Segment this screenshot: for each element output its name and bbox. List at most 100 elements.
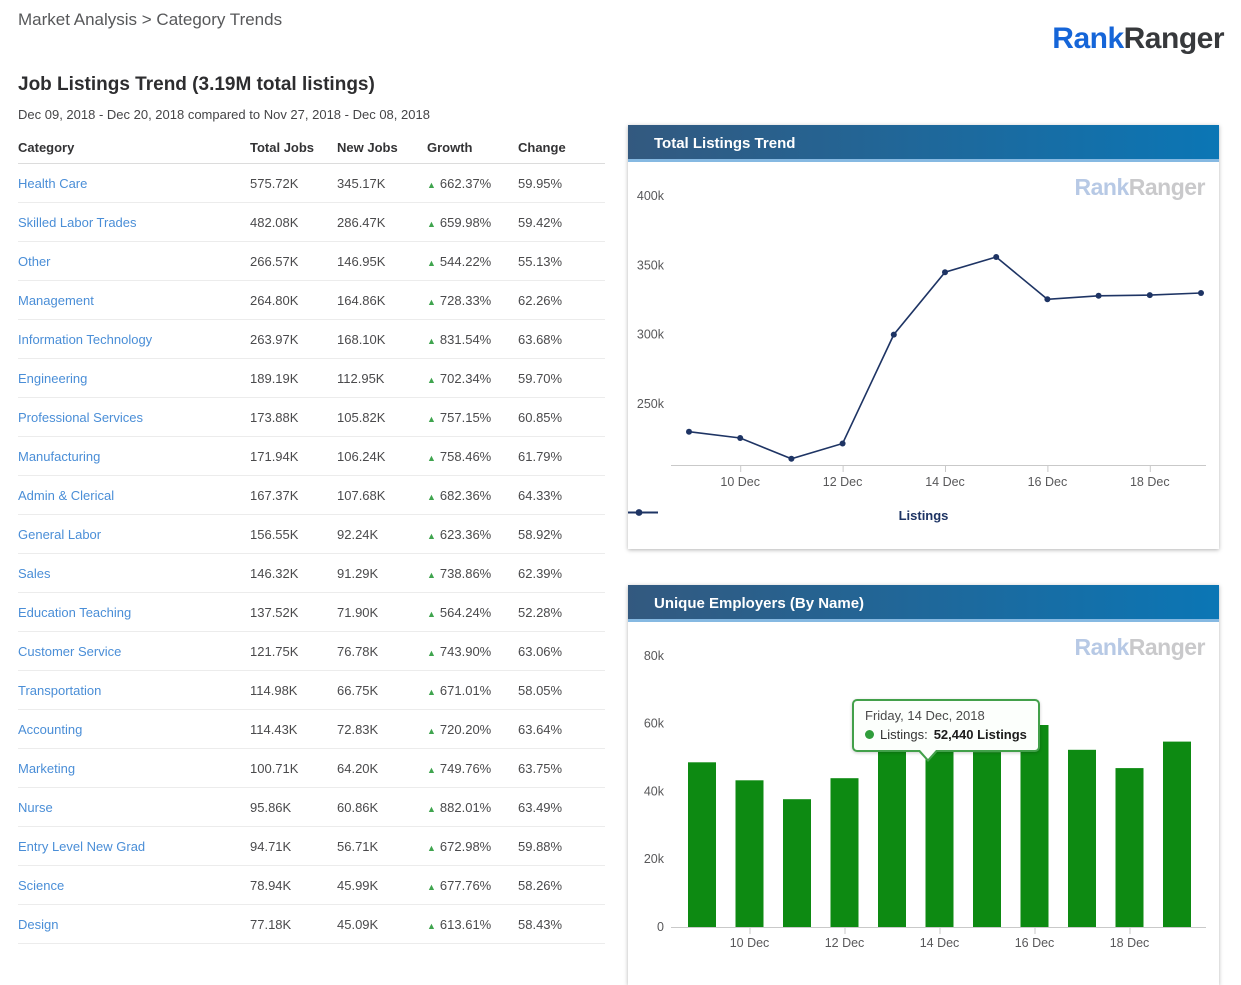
total-listings-chart-area: RankRanger 400k 350k 300k 250k 10 Dec 12 Dec 1…	[628, 162, 1219, 546]
category-link[interactable]: Engineering	[18, 370, 88, 386]
line-point-14-dec[interactable]	[942, 269, 948, 276]
bar-17-dec[interactable]	[1068, 749, 1096, 927]
category-link[interactable]: General Labor	[18, 526, 102, 542]
category-link[interactable]: Manufacturing	[18, 448, 101, 464]
category-link[interactable]: Customer Service	[18, 643, 122, 659]
total-jobs-value: 167.37K	[250, 487, 299, 503]
line-point-18-dec[interactable]	[1146, 292, 1153, 299]
table-body: Health Care 575.72K 345.17K ▲ 662.37% 59.95% S…	[18, 164, 605, 944]
growth-value: ▲ 749.76%	[427, 760, 492, 776]
bar-16-dec[interactable]	[1020, 725, 1049, 927]
growth-value: ▲ 882.01%	[427, 799, 492, 815]
table-row: Health Care 575.72K 345.17K ▲ 662.37% 59.95%	[18, 164, 605, 203]
listings-line-series	[688, 256, 1202, 460]
category-link[interactable]: Marketing	[18, 760, 76, 776]
category-link[interactable]: Skilled Labor Trades	[18, 214, 137, 230]
table-row: Entry Level New Grad 94.71K 56.71K ▲ 672.98%…	[18, 827, 605, 866]
y-axis-label: 60k	[644, 717, 665, 731]
total-jobs-value: 78.94K	[250, 877, 292, 893]
growth-up-arrow-icon: ▲	[427, 647, 436, 658]
table-row: Information Technology 263.97K 168.10K ▲ 831…	[18, 320, 605, 359]
total-jobs-value: 95.86K	[250, 799, 292, 815]
table-row: Design 77.18K 45.09K ▲ 613.61% 58.43%	[18, 905, 605, 944]
line-point-13-dec[interactable]	[890, 331, 897, 338]
table-row: Marketing 100.71K 64.20K ▲ 749.76% 63.75%	[18, 749, 605, 788]
table-row: Science 78.94K 45.99K ▲ 677.76% 58.26%	[18, 866, 605, 905]
category-link[interactable]: Management	[18, 292, 94, 308]
table-row: Nurse 95.86K 60.86K ▲ 882.01% 63.49%	[18, 788, 605, 827]
page-title: Job Listings Trend (3.19M total listings…	[18, 74, 375, 95]
category-link[interactable]: Entry Level New Grad	[18, 838, 146, 854]
breadcrumb[interactable]: Market Analysis > Category Trends	[18, 10, 283, 29]
new-jobs-value: 45.09K	[337, 916, 379, 932]
growth-value: ▲ 672.98%	[427, 838, 492, 854]
growth-value: ▲ 544.22%	[427, 253, 492, 269]
bar-12-dec[interactable]	[830, 778, 859, 927]
line-point-15-dec[interactable]	[993, 254, 1000, 260]
growth-value: ▲ 757.15%	[427, 409, 492, 425]
line-point-9-dec[interactable]	[686, 428, 692, 435]
category-link[interactable]: Design	[18, 916, 59, 932]
bar-15-dec[interactable]	[973, 752, 1001, 927]
total-listings-trend-panel: Total Listings Trend RankRanger 400k 350k…	[628, 125, 1219, 549]
growth-up-arrow-icon: ▲	[427, 569, 436, 580]
category-link[interactable]: Education Teaching	[18, 604, 132, 620]
category-link[interactable]: Admin & Clerical	[18, 487, 115, 503]
line-point-12-dec[interactable]	[839, 440, 846, 447]
category-link[interactable]: Other	[18, 253, 51, 269]
bar-9-dec[interactable]	[688, 762, 716, 927]
line-point-11-dec[interactable]	[788, 455, 795, 462]
new-jobs-value: 345.17K	[337, 175, 386, 191]
category-link[interactable]: Science	[18, 877, 65, 893]
bar-13-dec[interactable]	[878, 748, 906, 927]
line-point-17-dec[interactable]	[1095, 292, 1102, 299]
table-row: General Labor 156.55K 92.24K ▲ 623.36% 58.92%	[18, 515, 605, 554]
growth-up-arrow-icon: ▲	[427, 920, 436, 931]
line-point-10-dec[interactable]	[737, 435, 744, 441]
table-row: Admin & Clerical 167.37K 107.68K ▲ 682.36% 64…	[18, 476, 605, 515]
col-header-change: Change	[518, 139, 566, 155]
new-jobs-value: 105.82K	[337, 409, 386, 425]
tooltip-date: Friday, 14 Dec, 2018	[865, 708, 985, 723]
growth-value: ▲ 728.33%	[427, 292, 492, 308]
legend-listings[interactable]: Listings	[628, 508, 1219, 523]
bar-14-dec[interactable]	[925, 749, 954, 927]
line-point-16-dec[interactable]	[1044, 296, 1051, 303]
col-header-new-jobs: New Jobs	[337, 139, 398, 155]
total-jobs-value: 575.72K	[250, 175, 299, 191]
table-row: Management 264.80K 164.86K ▲ 728.33% 62.26%	[18, 281, 605, 320]
table-row: Engineering 189.19K 112.95K ▲ 702.34% 59.70%	[18, 359, 605, 398]
change-value: 59.95%	[518, 175, 563, 191]
logo-rank-text: Rank	[1052, 22, 1124, 55]
bar-19-dec[interactable]	[1163, 741, 1191, 927]
change-value: 59.70%	[518, 370, 563, 386]
category-link[interactable]: Transportation	[18, 682, 102, 698]
line-point-19-dec[interactable]	[1198, 290, 1204, 296]
category-link[interactable]: Health Care	[18, 175, 88, 191]
new-jobs-value: 72.83K	[337, 721, 379, 737]
new-jobs-value: 76.78K	[337, 643, 379, 659]
x-axis-label: 16 Dec	[1028, 475, 1068, 489]
growth-up-arrow-icon: ▲	[427, 491, 436, 502]
category-link[interactable]: Professional Services	[18, 409, 143, 425]
new-jobs-value: 286.47K	[337, 214, 386, 230]
bar-11-dec[interactable]	[783, 799, 811, 927]
y-axis-label: 400k	[637, 189, 665, 203]
change-value: 58.43%	[518, 916, 563, 932]
legend-marker-icon	[628, 509, 658, 516]
bar-18-dec[interactable]	[1115, 768, 1144, 927]
change-value: 52.28%	[518, 604, 563, 620]
category-link[interactable]: Information Technology	[18, 331, 153, 347]
growth-value: ▲ 613.61%	[427, 916, 492, 932]
category-link[interactable]: Nurse	[18, 799, 53, 815]
change-value: 63.75%	[518, 760, 563, 776]
rankranger-logo[interactable]: RankRanger	[1052, 22, 1224, 56]
category-link[interactable]: Accounting	[18, 721, 83, 737]
new-jobs-value: 45.99K	[337, 877, 379, 893]
bar-10-dec[interactable]	[735, 780, 764, 927]
legend-label: Listings	[898, 508, 949, 523]
total-jobs-value: 482.08K	[250, 214, 299, 230]
change-value: 62.26%	[518, 292, 563, 308]
total-jobs-value: 173.88K	[250, 409, 299, 425]
category-link[interactable]: Sales	[18, 565, 51, 581]
